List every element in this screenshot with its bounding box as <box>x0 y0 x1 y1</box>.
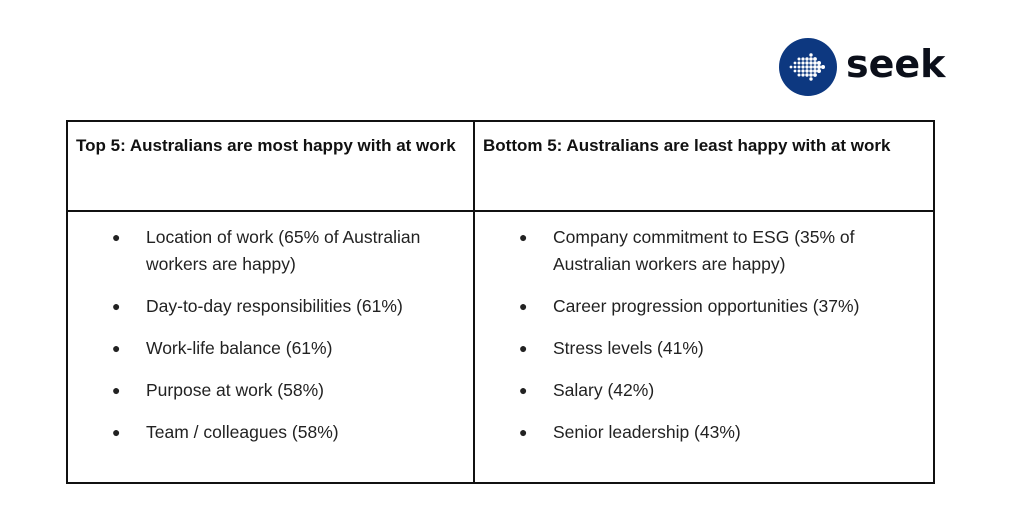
list-item: ● Day-to-day responsibilities (61%) <box>68 293 473 320</box>
list-item: ● Stress levels (41%) <box>475 335 933 362</box>
bullet-icon: ● <box>519 229 528 245</box>
right-list: ● Company commitment to ESG (35% of Austr… <box>475 212 933 446</box>
bullet-icon: ● <box>112 382 121 398</box>
list-item: ● Senior leadership (43%) <box>475 419 933 446</box>
left-header-cell: Top 5: Australians are most happy with a… <box>66 120 475 212</box>
seek-logo: seek <box>779 37 945 97</box>
body-row: ● Location of work (65% of Australian wor… <box>66 210 935 484</box>
comparison-table: Top 5: Australians are most happy with a… <box>66 120 935 484</box>
seek-logo-text: seek <box>846 42 946 86</box>
left-list: ● Location of work (65% of Australian wor… <box>68 212 473 446</box>
left-header: Top 5: Australians are most happy with a… <box>76 136 456 155</box>
list-item: ● Career progression opportunities (37%) <box>475 293 933 320</box>
header-row: Top 5: Australians are most happy with a… <box>66 120 935 212</box>
left-body-cell: ● Location of work (65% of Australian wor… <box>66 210 475 484</box>
bullet-icon: ● <box>519 382 528 398</box>
bullet-icon: ● <box>519 424 528 440</box>
bullet-icon: ● <box>519 298 528 314</box>
bullet-icon: ● <box>519 340 528 356</box>
list-item: ● Company commitment to ESG (35% of Austr… <box>475 224 933 278</box>
list-item: ● Purpose at work (58%) <box>68 377 473 404</box>
right-header-cell: Bottom 5: Australians are least happy wi… <box>473 120 935 212</box>
list-item: ● Salary (42%) <box>475 377 933 404</box>
bullet-icon: ● <box>112 298 121 314</box>
seek-logo-icon <box>779 38 837 96</box>
bullet-icon: ● <box>112 424 121 440</box>
right-body-cell: ● Company commitment to ESG (35% of Austr… <box>473 210 935 484</box>
bullet-icon: ● <box>112 340 121 356</box>
list-item: ● Location of work (65% of Australian wor… <box>68 224 473 278</box>
right-header: Bottom 5: Australians are least happy wi… <box>483 136 891 155</box>
list-item: ● Team / colleagues (58%) <box>68 419 473 446</box>
bullet-icon: ● <box>112 229 121 245</box>
list-item: ● Work-life balance (61%) <box>68 335 473 362</box>
